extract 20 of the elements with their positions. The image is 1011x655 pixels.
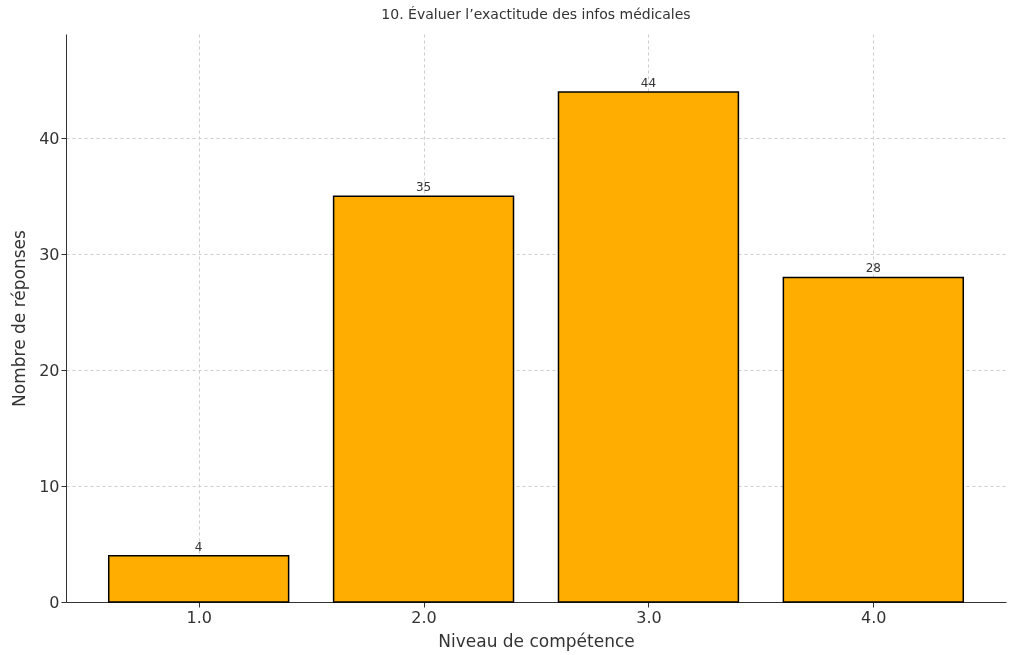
- y-tick-label: 30: [39, 244, 60, 264]
- data-label: 28: [865, 261, 881, 276]
- x-axis-title: Niveau de compétence: [438, 630, 635, 651]
- data-label: 35: [415, 180, 432, 195]
- x-tick-label: 3.0: [636, 607, 662, 627]
- x-tick-label: 1.0: [186, 607, 212, 627]
- x-tick-label: 2.0: [411, 607, 437, 627]
- data-label: 44: [640, 75, 657, 90]
- bar: [107, 554, 290, 603]
- data-label: 4: [194, 539, 203, 554]
- bar: [332, 195, 515, 603]
- y-tick-label: 0: [49, 592, 60, 612]
- y-tick-label: 40: [39, 128, 60, 148]
- bar: [782, 276, 965, 603]
- y-tick-label: 10: [39, 476, 60, 496]
- bar: [557, 91, 740, 603]
- chart-title: 10. Évaluer l’exactitude des infos médicales: [381, 6, 691, 22]
- y-axis-title: Nombre de réponses: [9, 229, 30, 407]
- y-tick-label: 20: [39, 360, 60, 380]
- x-tick-label: 4.0: [861, 607, 887, 627]
